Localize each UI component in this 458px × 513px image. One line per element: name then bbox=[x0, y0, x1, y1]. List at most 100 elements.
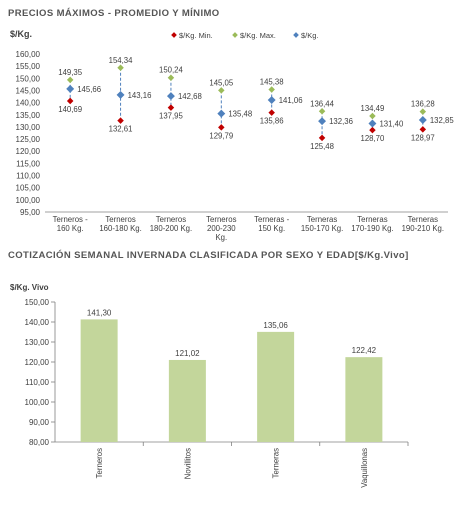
x-tick-label: 150-170 Kg. bbox=[301, 224, 343, 233]
bar bbox=[168, 359, 206, 442]
data-label-min: 135,86 bbox=[260, 117, 284, 126]
y-tick-label: 150,00 bbox=[25, 298, 50, 307]
bar-value-label: 122,42 bbox=[352, 346, 377, 355]
point-max bbox=[419, 108, 427, 115]
data-label-max: 145,38 bbox=[260, 78, 284, 87]
y-tick-label: 120,00 bbox=[16, 147, 41, 156]
x-tick-label: 160 Kg. bbox=[57, 224, 84, 233]
y-tick-label: 95,00 bbox=[20, 208, 41, 217]
x-tick-label: 160-180 Kg. bbox=[99, 224, 141, 233]
y-tick-label: 115,00 bbox=[16, 159, 40, 168]
data-label-avg: 142,68 bbox=[178, 92, 202, 101]
data-label-max: 154,34 bbox=[109, 56, 134, 65]
point-max bbox=[218, 87, 225, 94]
bar bbox=[345, 357, 383, 442]
point-max bbox=[117, 64, 124, 72]
point-min bbox=[167, 104, 175, 111]
point-min bbox=[268, 109, 275, 116]
y-axis-label: $/Kg. Vivo bbox=[10, 283, 49, 292]
data-label-avg: 141,06 bbox=[279, 96, 303, 105]
y-tick-label: 130,00 bbox=[25, 338, 50, 347]
data-label-min: 132,61 bbox=[109, 125, 133, 134]
x-tick-label: Terneras - bbox=[254, 215, 290, 224]
x-tick-label: Terneros bbox=[105, 215, 135, 224]
x-tick-label: 190-210 Kg. bbox=[402, 224, 444, 233]
y-tick-label: 110,00 bbox=[16, 172, 40, 181]
point-max bbox=[318, 108, 326, 115]
y-tick-label: 140,00 bbox=[16, 99, 41, 108]
legend-label-2: $/Kg. bbox=[301, 31, 319, 40]
point-avg bbox=[217, 109, 226, 118]
point-max bbox=[369, 112, 376, 120]
point-min bbox=[419, 126, 427, 133]
point-avg bbox=[318, 117, 327, 126]
y-tick-label: 135,00 bbox=[16, 111, 41, 120]
y-tick-label: 160,00 bbox=[16, 50, 41, 59]
data-label-avg: 132,36 bbox=[329, 117, 353, 126]
point-min bbox=[369, 126, 376, 134]
y-axis-label: $/Kg. bbox=[10, 29, 32, 39]
data-label-min: 125,48 bbox=[310, 142, 334, 151]
y-tick-label: 110,00 bbox=[25, 378, 49, 387]
data-label-min: 137,95 bbox=[159, 112, 184, 121]
chart1-title: PRECIOS MÁXIMOS - PROMEDIO Y MÍNIMO bbox=[8, 8, 220, 19]
bar-value-label: 135,06 bbox=[263, 321, 288, 330]
legend-marker-1 bbox=[232, 32, 238, 38]
x-tick-label: Kg. bbox=[215, 233, 227, 242]
y-tick-label: 120,00 bbox=[25, 358, 50, 367]
data-label-avg: 131,40 bbox=[379, 120, 404, 129]
data-label-min: 128,70 bbox=[361, 134, 386, 143]
y-tick-label: 100,00 bbox=[16, 196, 41, 205]
data-label-avg: 132,85 bbox=[430, 116, 455, 125]
bar bbox=[80, 319, 118, 442]
x-tick-label: Novillitos bbox=[183, 448, 192, 479]
bar-value-label: 141,30 bbox=[87, 308, 112, 317]
x-tick-label: 170-190 Kg. bbox=[351, 224, 393, 233]
data-label-avg: 135,48 bbox=[228, 110, 252, 119]
point-max bbox=[167, 74, 175, 81]
point-avg bbox=[267, 96, 276, 104]
legend-marker-2 bbox=[293, 32, 299, 38]
point-min bbox=[318, 134, 326, 142]
x-tick-label: Terneros bbox=[156, 215, 186, 224]
x-tick-label: Terneras bbox=[307, 215, 337, 224]
data-label-min: 140,69 bbox=[58, 105, 82, 114]
data-label-max: 134,49 bbox=[361, 104, 385, 113]
y-tick-label: 150,00 bbox=[16, 74, 41, 83]
y-tick-label: 145,00 bbox=[16, 86, 41, 95]
y-tick-label: 125,00 bbox=[16, 135, 41, 144]
data-label-min: 128,97 bbox=[411, 133, 435, 142]
data-label-avg: 145,66 bbox=[77, 85, 101, 94]
data-label-min: 129,79 bbox=[209, 131, 233, 140]
y-tick-label: 105,00 bbox=[16, 184, 41, 193]
y-tick-label: 155,00 bbox=[16, 62, 41, 71]
x-tick-label: Terneras bbox=[357, 215, 387, 224]
legend-label-1: $/Kg. Max. bbox=[240, 31, 276, 40]
y-tick-label: 140,00 bbox=[25, 318, 50, 327]
data-label-avg: 143,16 bbox=[128, 91, 152, 100]
x-tick-label: 180-200 Kg. bbox=[150, 224, 192, 233]
data-label-max: 150,24 bbox=[159, 66, 184, 75]
legend-label-0: $/Kg. Min. bbox=[179, 31, 213, 40]
point-min bbox=[218, 124, 225, 131]
point-avg bbox=[166, 92, 175, 101]
y-tick-label: 80,00 bbox=[29, 438, 50, 447]
x-tick-label: 150 Kg. bbox=[258, 224, 285, 233]
weekly-price-bar-chart: $/Kg. Vivo 80,00 90,00 100,00 110,00 120,00 13… bbox=[10, 283, 409, 488]
point-avg bbox=[418, 116, 427, 124]
chart2-title: COTIZACIÓN SEMANAL INVERNADA CLASIFICADA… bbox=[8, 250, 409, 261]
point-avg bbox=[116, 90, 125, 99]
price-range-chart: $/Kg. $/Kg. Min. $/Kg. Max. $/Kg. 95,00 100,0… bbox=[10, 29, 455, 242]
data-label-max: 136,44 bbox=[310, 99, 335, 108]
y-tick-label: 130,00 bbox=[16, 123, 41, 132]
bar bbox=[257, 331, 295, 442]
point-avg bbox=[368, 119, 377, 128]
bar-value-label: 121,02 bbox=[175, 349, 200, 358]
legend-marker-0 bbox=[171, 32, 177, 38]
point-max bbox=[66, 76, 74, 84]
x-tick-label: 200-230 bbox=[207, 224, 236, 233]
data-label-max: 149,35 bbox=[58, 68, 83, 77]
y-tick-label: 90,00 bbox=[29, 418, 50, 427]
x-tick-label: Vaquillonas bbox=[360, 448, 369, 488]
x-tick-label: Terneros - bbox=[53, 215, 89, 224]
